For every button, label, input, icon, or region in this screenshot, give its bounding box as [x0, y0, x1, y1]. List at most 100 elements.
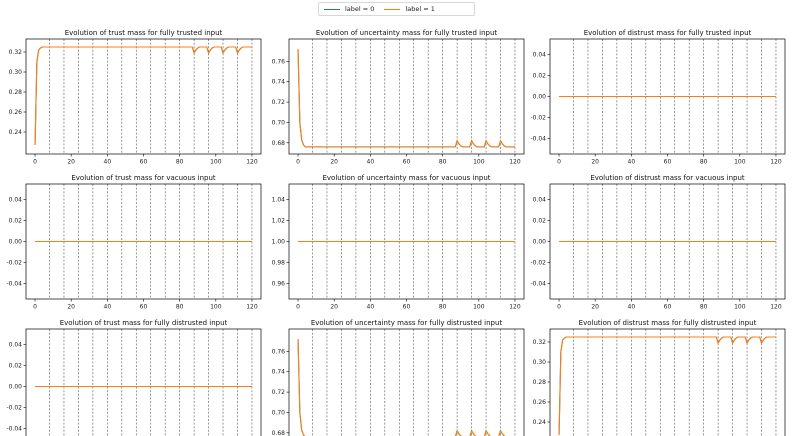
y-tick-label: 0.72: [272, 389, 286, 396]
x-tick-label: 120: [509, 159, 521, 166]
y-tick-label: -0.02: [530, 114, 546, 121]
series-label-1-line: [558, 336, 776, 436]
legend-line-label-0: [324, 8, 340, 10]
series-label-0-line: [34, 46, 252, 146]
y-tick-label: -0.04: [6, 280, 22, 287]
subplot-title: Evolution of uncertainty mass for fully …: [316, 29, 498, 37]
series-label-1-line: [297, 339, 506, 436]
subplot-title: Evolution of distrust mass for vacuous i…: [590, 174, 745, 182]
subplot-6: Evolution of distrust mass for vacuous i…: [530, 174, 786, 311]
x-tick-label: 0: [33, 304, 37, 311]
legend-text-label-1: label = 1: [405, 5, 435, 13]
x-tick-label: 0: [557, 304, 561, 311]
subplot-title: Evolution of uncertainty mass for fully …: [311, 319, 503, 327]
x-tick-label: 60: [140, 304, 148, 311]
legend-item-label-1: label = 1: [384, 5, 435, 13]
y-tick-label: 0.02: [533, 73, 547, 80]
x-tick-label: 60: [403, 159, 411, 166]
x-tick-label: 80: [439, 159, 447, 166]
subplot-title: Evolution of trust mass for fully distru…: [60, 319, 228, 327]
y-tick-label: 0.28: [533, 379, 547, 386]
x-tick-label: 120: [246, 159, 258, 166]
y-tick-label: -0.04: [6, 425, 22, 432]
legend-item-label-0: label = 0: [324, 5, 374, 13]
x-tick-label: 60: [403, 304, 411, 311]
y-tick-label: 0.32: [9, 49, 23, 56]
series-label-1-line: [297, 49, 515, 148]
y-tick-label: 0.26: [533, 399, 547, 406]
y-tick-label: 0.70: [272, 119, 286, 126]
y-tick-label: 0.74: [272, 79, 286, 86]
legend: label = 0 label = 1: [318, 2, 475, 16]
subplot-1: Evolution of trust mass for fully truste…: [9, 29, 262, 166]
subplot-title: Evolution of distrust mass for fully dis…: [579, 319, 757, 327]
y-tick-label: 0.02: [9, 363, 23, 370]
axes-frame: [288, 328, 525, 436]
legend-text-label-0: label = 0: [345, 5, 375, 13]
subplot-2: Evolution of uncertainty mass for fully …: [272, 29, 525, 166]
y-tick-label: 0.32: [533, 339, 547, 346]
x-tick-label: 80: [176, 304, 184, 311]
y-tick-label: 1.02: [272, 218, 286, 225]
y-tick-label: 0.98: [272, 259, 286, 266]
y-tick-label: 0.28: [9, 89, 23, 96]
y-tick-label: 0.04: [533, 52, 547, 59]
x-tick-label: 100: [734, 304, 746, 311]
x-tick-label: 80: [700, 159, 708, 166]
x-tick-label: 100: [473, 159, 485, 166]
x-tick-label: 40: [104, 159, 112, 166]
x-tick-label: 20: [591, 159, 599, 166]
y-tick-label: 0.68: [272, 140, 286, 147]
y-tick-label: 0.04: [533, 197, 547, 204]
x-tick-label: 20: [67, 304, 75, 311]
y-tick-label: 0.30: [9, 69, 23, 76]
x-tick-label: 20: [330, 304, 338, 311]
x-tick-label: 40: [628, 304, 636, 311]
y-tick-label: 0.96: [272, 280, 286, 287]
x-tick-label: 20: [591, 304, 599, 311]
x-tick-label: 40: [104, 304, 112, 311]
x-tick-label: 40: [628, 159, 636, 166]
y-tick-label: -0.02: [6, 404, 22, 411]
y-tick-label: 0.04: [9, 197, 23, 204]
x-tick-label: 80: [700, 304, 708, 311]
subplot-title: Evolution of trust mass for fully truste…: [65, 29, 223, 37]
x-tick-label: 0: [296, 304, 300, 311]
axes-frame: [25, 38, 262, 155]
subplot-5: Evolution of uncertainty mass for vacuou…: [272, 174, 525, 311]
x-tick-label: 60: [664, 304, 672, 311]
subplot-title: Evolution of uncertainty mass for vacuou…: [322, 174, 490, 182]
y-tick-label: -0.02: [530, 259, 546, 266]
y-tick-label: 0.24: [9, 129, 23, 136]
x-tick-label: 40: [367, 159, 375, 166]
x-tick-label: 20: [67, 159, 75, 166]
y-tick-label: 0.24: [533, 419, 547, 426]
series-label-0-line: [297, 49, 515, 148]
subplot-9: Evolution of distrust mass for fully dis…: [533, 319, 786, 436]
y-tick-label: 0.02: [9, 218, 23, 225]
y-tick-label: -0.02: [6, 259, 22, 266]
y-tick-label: 0.30: [533, 359, 547, 366]
x-tick-label: 40: [367, 304, 375, 311]
x-tick-label: 100: [473, 304, 485, 311]
subplot-4: Evolution of trust mass for vacuous inpu…: [6, 174, 262, 311]
y-tick-label: 0.76: [272, 348, 286, 355]
legend-line-label-1: [384, 8, 401, 10]
x-tick-label: 120: [770, 304, 782, 311]
y-tick-label: 0.00: [533, 94, 547, 101]
x-tick-label: 0: [557, 159, 561, 166]
y-tick-label: 0.00: [9, 384, 23, 391]
subplot-7: Evolution of trust mass for fully distru…: [6, 319, 262, 436]
y-tick-label: 1.00: [272, 239, 286, 246]
x-tick-label: 0: [33, 159, 37, 166]
x-tick-label: 80: [176, 159, 184, 166]
series-label-1-line: [34, 46, 252, 146]
y-tick-label: 0.04: [9, 342, 23, 349]
y-tick-label: -0.04: [530, 280, 546, 287]
y-tick-label: 0.72: [272, 99, 286, 106]
y-tick-label: 0.00: [533, 239, 547, 246]
x-tick-label: 100: [210, 159, 222, 166]
y-tick-label: -0.04: [530, 135, 546, 142]
x-tick-label: 120: [246, 304, 258, 311]
y-tick-label: 0.00: [9, 239, 23, 246]
